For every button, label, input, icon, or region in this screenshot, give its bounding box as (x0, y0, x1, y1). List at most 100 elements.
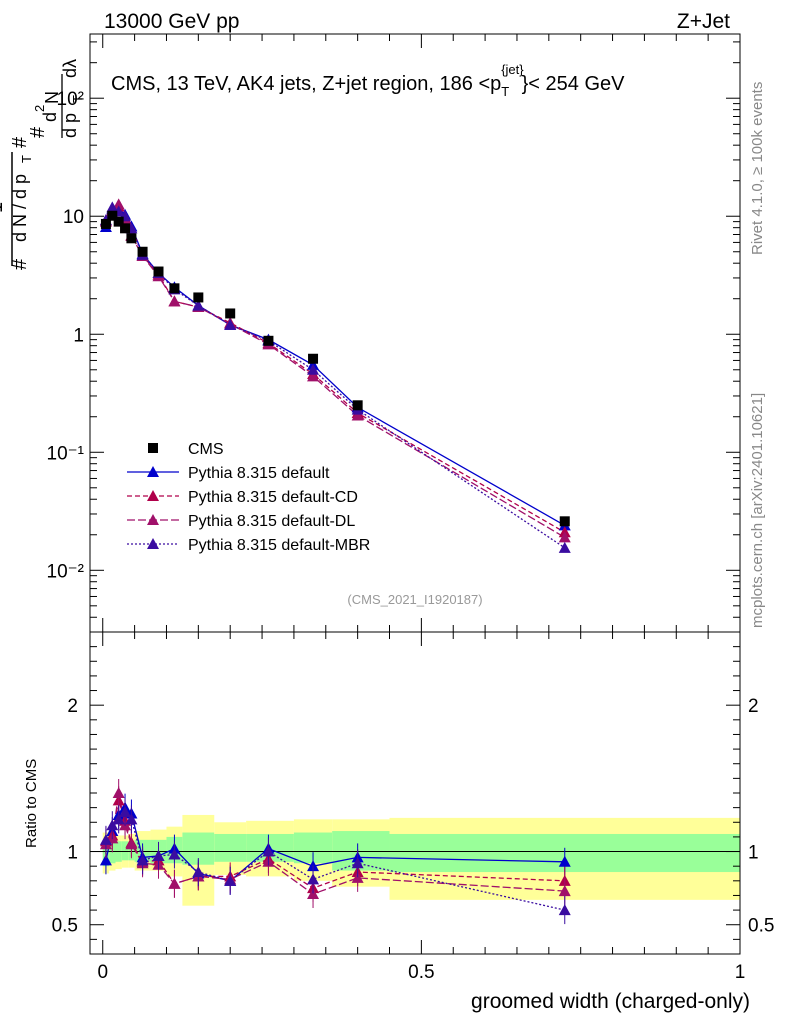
main-x-axis (102, 34, 741, 632)
main-ylabel: # d N / d p T 1 # d p T d 2 N # dλ (0, 59, 85, 270)
data-point (153, 266, 164, 277)
x-tick-label: 0 (97, 962, 108, 983)
svg-text:#: # (27, 126, 49, 138)
legend-label: CMS (188, 441, 224, 458)
legend-marker (148, 443, 158, 453)
mc-point (106, 201, 119, 213)
y-tick-label: 1 (67, 843, 78, 864)
ratio-point (125, 813, 138, 825)
main-series (99, 198, 571, 553)
ratio-point (351, 857, 364, 869)
ratio-ylabel: Ratio to CMS (23, 759, 40, 848)
data-point (225, 308, 236, 319)
y-tick-label-right: 1 (748, 843, 759, 864)
ratio-line (105, 811, 565, 911)
legend-label: Pythia 8.315 default-MBR (188, 537, 370, 554)
legend-label: Pythia 8.315 default-CD (188, 489, 358, 506)
data-point (107, 210, 118, 221)
ratio-y-axis: 0.5 0.5 1 1 2 2 (52, 646, 774, 940)
mc-point (351, 409, 364, 421)
svg-text:T: T (70, 95, 85, 103)
ratio-point (112, 813, 125, 825)
data-point (193, 292, 204, 303)
y-tick-label-right: 2 (748, 696, 759, 717)
ratio-x-axis: 0 0.5 1 (97, 632, 745, 983)
band-green (214, 833, 247, 862)
y-tick-label: 10 (63, 207, 84, 228)
process-label: Z+Jet (677, 10, 730, 33)
rivet-label: Rivet 4.1.0, ≥ 100k events (749, 82, 766, 255)
mc-point (224, 318, 237, 330)
ratio-point (192, 866, 205, 878)
mc-point (307, 363, 320, 375)
ratio-series (99, 779, 571, 925)
y-tick-label: 10² (57, 89, 84, 110)
data-point (126, 233, 137, 244)
svg-text:d N / d p: d N / d p (10, 174, 30, 242)
x-tick-label: 0.5 (408, 962, 434, 983)
ratio-point (112, 787, 125, 798)
ratio-point (307, 873, 320, 885)
svg-text:d: d (40, 112, 60, 122)
series-line (105, 205, 566, 533)
ratio-point (307, 887, 320, 899)
ratio-point (106, 819, 119, 831)
y-tick-label: 1 (73, 325, 84, 346)
mc-point (558, 541, 571, 553)
legend-marker (147, 514, 159, 525)
ratio-point (558, 885, 571, 897)
x-tick-label: 1 (735, 962, 746, 983)
legend-label: Pythia 8.315 default-DL (188, 513, 355, 530)
ratio-point (125, 838, 138, 850)
mc-point (192, 299, 205, 311)
legend-marker (147, 466, 159, 477)
band-green (121, 841, 129, 861)
ratio-panel: 0.5 0.51 12 2 0 0.5 1 Ratio to CMS groomed wi… (23, 631, 774, 1013)
data-point (137, 246, 148, 257)
ratio-point (168, 877, 181, 889)
svg-text:N: N (42, 91, 62, 104)
ratio-point (119, 806, 132, 818)
ratio-line (105, 800, 565, 889)
ratio-point (224, 874, 237, 886)
svg-text:d p: d p (60, 113, 80, 138)
mc-point (112, 198, 125, 210)
ratio-point (351, 871, 364, 883)
svg-text:1: 1 (0, 202, 7, 213)
data-point (169, 283, 180, 294)
y-tick-label-right: 0.5 (748, 916, 774, 937)
data-point (352, 400, 363, 411)
energy-label: 13000 GeV pp (104, 10, 239, 33)
title-sup: {jet} (501, 62, 524, 77)
title-sub: T (501, 84, 509, 99)
ratio-point (558, 904, 571, 916)
y-tick-label: 10⁻² (47, 561, 85, 582)
svg-text:T: T (19, 155, 34, 163)
y-tick-label: 10⁻¹ (47, 443, 85, 464)
ratio-point (168, 848, 181, 860)
ratio-point (262, 845, 275, 857)
data-point (120, 223, 131, 234)
ratio-point (136, 854, 149, 866)
title-main: CMS, 13 TeV, AK4 jets, Z+jet region, 186… (111, 73, 501, 95)
series-line (105, 208, 566, 526)
y-tick-label: 0.5 (52, 916, 78, 937)
watermark: (CMS_2021_I1920187) (347, 592, 482, 607)
mc-point (168, 295, 181, 307)
ratio-point (152, 849, 165, 861)
ratio-point (99, 854, 112, 866)
svg-text:#: # (9, 258, 31, 270)
ratio-point (99, 833, 112, 845)
data-point (559, 516, 570, 527)
svg-text:#: # (9, 136, 31, 148)
data-point (113, 216, 124, 227)
legend-marker (147, 538, 159, 549)
legend-marker (147, 490, 159, 501)
data-point (263, 335, 274, 346)
main-y-axis: 10⁻² 10⁻¹ 1 10 10² (47, 41, 740, 633)
svg-text:2: 2 (32, 105, 47, 112)
main-panel: 10⁻² 10⁻¹ 1 10 10² CMS, 13 TeV, AK4 jets, Z+… (47, 33, 741, 633)
legend-label: Pythia 8.315 default (188, 465, 330, 482)
title-tail: }< 254 GeV (522, 73, 626, 95)
